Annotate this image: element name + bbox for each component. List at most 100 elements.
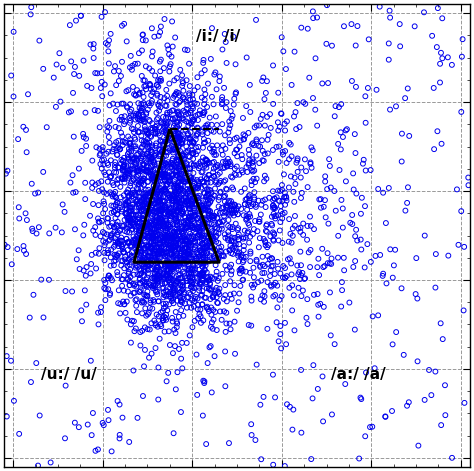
Point xyxy=(95,202,102,209)
Point xyxy=(161,171,169,178)
Point xyxy=(187,119,195,127)
Point xyxy=(246,151,253,158)
Point xyxy=(112,257,119,264)
Point xyxy=(158,187,165,195)
Point xyxy=(161,176,168,183)
Point xyxy=(152,142,159,149)
Point xyxy=(144,310,152,318)
Point xyxy=(149,257,156,265)
Point xyxy=(136,227,143,234)
Point xyxy=(118,58,126,65)
Point xyxy=(119,245,127,253)
Point xyxy=(178,222,185,230)
Point xyxy=(302,167,310,175)
Point xyxy=(209,159,216,167)
Point xyxy=(242,234,249,242)
Point xyxy=(247,322,255,329)
Point xyxy=(212,228,219,236)
Point xyxy=(167,187,174,195)
Point xyxy=(245,219,252,227)
Point xyxy=(270,231,278,238)
Point xyxy=(248,431,255,439)
Point xyxy=(140,267,148,274)
Point xyxy=(314,385,321,393)
Point xyxy=(144,260,152,268)
Point xyxy=(368,423,376,430)
Point xyxy=(261,269,268,276)
Point xyxy=(192,183,200,191)
Point xyxy=(115,144,122,151)
Point xyxy=(195,179,202,187)
Point xyxy=(143,167,150,175)
Point xyxy=(198,184,205,191)
Point xyxy=(173,220,181,228)
Point xyxy=(166,176,173,184)
Point xyxy=(203,238,210,246)
Point xyxy=(441,382,449,389)
Point xyxy=(119,175,127,183)
Point xyxy=(138,206,146,214)
Point xyxy=(181,269,188,277)
Point xyxy=(217,163,224,171)
Point xyxy=(172,329,179,337)
Point xyxy=(178,256,185,263)
Point xyxy=(191,211,199,219)
Point xyxy=(331,113,338,120)
Point xyxy=(179,190,187,197)
Point xyxy=(150,175,158,183)
Point xyxy=(163,272,171,279)
Point xyxy=(139,89,146,96)
Point xyxy=(108,191,116,198)
Point xyxy=(144,292,151,300)
Point xyxy=(241,200,249,208)
Point xyxy=(195,253,202,260)
Point xyxy=(147,229,155,237)
Point xyxy=(126,251,134,258)
Point xyxy=(161,235,169,242)
Point xyxy=(457,108,465,116)
Point xyxy=(176,289,184,296)
Point xyxy=(195,287,203,294)
Point xyxy=(199,263,207,271)
Point xyxy=(180,285,187,293)
Point xyxy=(145,220,152,228)
Point xyxy=(173,156,180,164)
Point xyxy=(126,223,133,230)
Point xyxy=(140,261,147,268)
Point xyxy=(124,171,131,179)
Point xyxy=(281,209,289,217)
Point xyxy=(129,216,137,223)
Point xyxy=(228,261,235,268)
Point xyxy=(165,291,173,298)
Point xyxy=(207,243,214,250)
Point xyxy=(153,190,161,197)
Point xyxy=(165,177,173,184)
Point xyxy=(216,209,224,217)
Point xyxy=(113,199,121,206)
Point xyxy=(156,166,164,173)
Point xyxy=(225,197,233,204)
Point xyxy=(202,259,210,267)
Point xyxy=(157,173,164,180)
Point xyxy=(173,164,181,171)
Point xyxy=(248,166,255,174)
Point xyxy=(125,148,133,156)
Point xyxy=(366,423,374,431)
Point xyxy=(191,237,199,245)
Point xyxy=(116,145,124,153)
Point xyxy=(144,258,151,266)
Point xyxy=(298,429,305,437)
Point xyxy=(269,100,277,108)
Point xyxy=(162,248,170,255)
Point xyxy=(189,186,196,194)
Point xyxy=(187,277,195,285)
Point xyxy=(208,285,215,293)
Point xyxy=(182,194,190,201)
Point xyxy=(170,130,178,137)
Point xyxy=(362,167,370,174)
Point xyxy=(261,237,269,245)
Point xyxy=(177,175,185,183)
Point xyxy=(228,184,236,191)
Point xyxy=(182,108,189,116)
Point xyxy=(209,148,216,156)
